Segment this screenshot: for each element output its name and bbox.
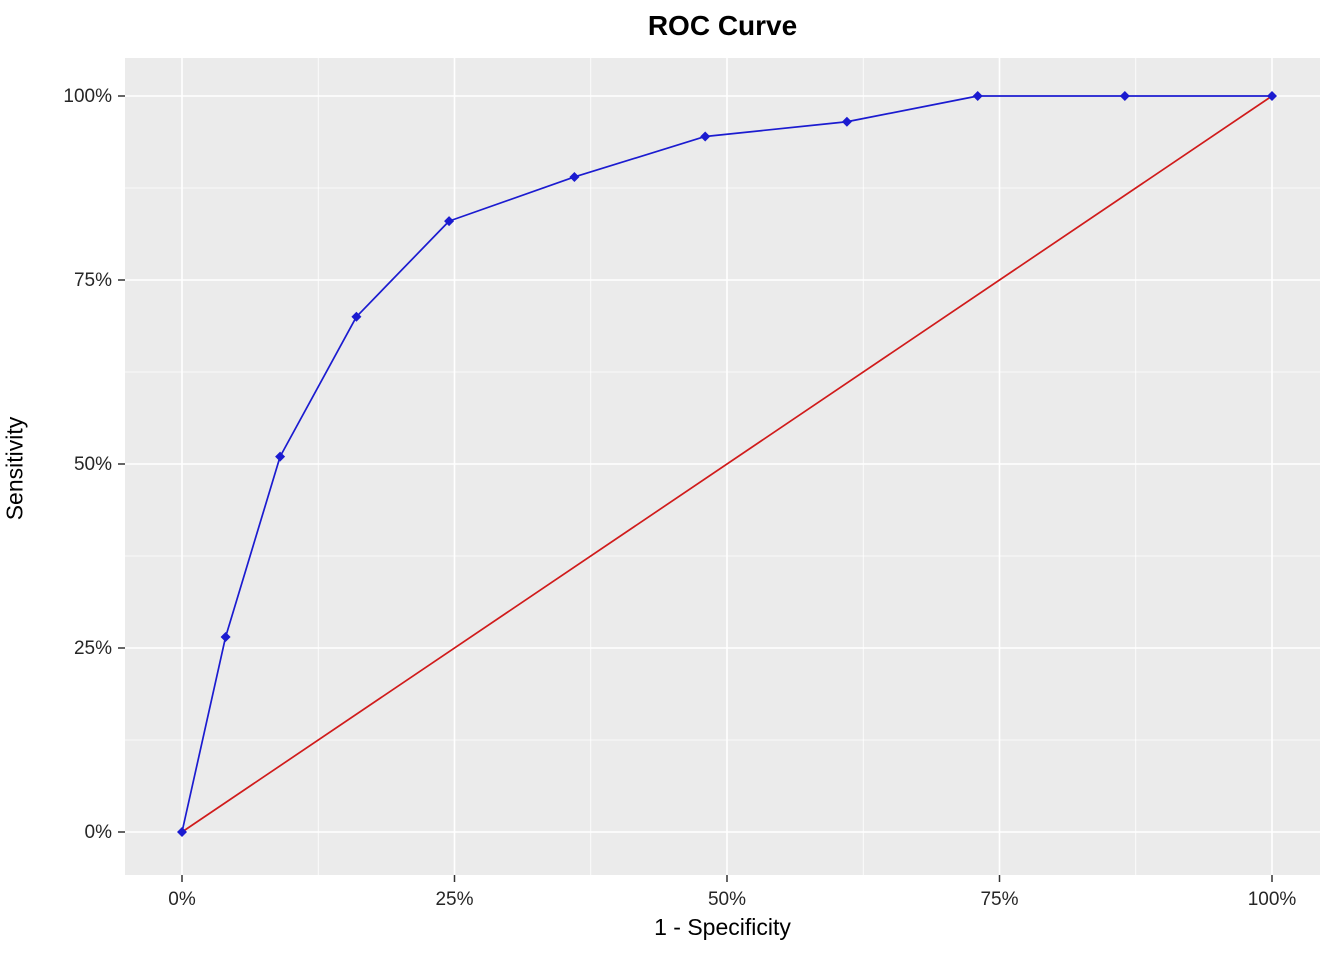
data-point-marker <box>1267 91 1277 101</box>
x-axis-title: 1 - Specificity <box>654 914 791 940</box>
x-tick-label: 0% <box>168 889 196 910</box>
data-point-marker <box>275 451 286 462</box>
roc-curve-markers <box>177 91 1277 837</box>
data-point-marker <box>444 216 455 227</box>
data-point-marker <box>569 171 580 182</box>
data-point-marker <box>841 116 852 127</box>
x-tick-label: 75% <box>980 889 1018 910</box>
data-point-marker <box>1119 91 1130 101</box>
y-tick-label: 75% <box>74 270 112 291</box>
x-tick-label: 100% <box>1248 889 1297 910</box>
chart-title: ROC Curve <box>647 10 798 41</box>
data-point-marker <box>220 631 231 642</box>
y-tick-label: 50% <box>74 454 112 475</box>
chance-diagonal-line <box>181 95 1273 833</box>
x-tick-label: 50% <box>708 889 746 910</box>
data-point-marker <box>351 311 362 322</box>
data-point-marker <box>972 91 983 101</box>
y-axis-title: Sensitivity <box>1 416 28 521</box>
y-tick-label: 25% <box>74 638 112 659</box>
grid-lines <box>125 58 1320 875</box>
axes: 0% 25% 50% 75% 100% 0% 25% 50% 75% 100% <box>63 86 1296 910</box>
x-tick-label: 25% <box>435 889 473 910</box>
y-tick-label: 100% <box>63 86 112 107</box>
data-point-marker <box>177 827 187 837</box>
data-point-marker <box>700 131 711 142</box>
y-tick-label: 0% <box>85 822 113 843</box>
